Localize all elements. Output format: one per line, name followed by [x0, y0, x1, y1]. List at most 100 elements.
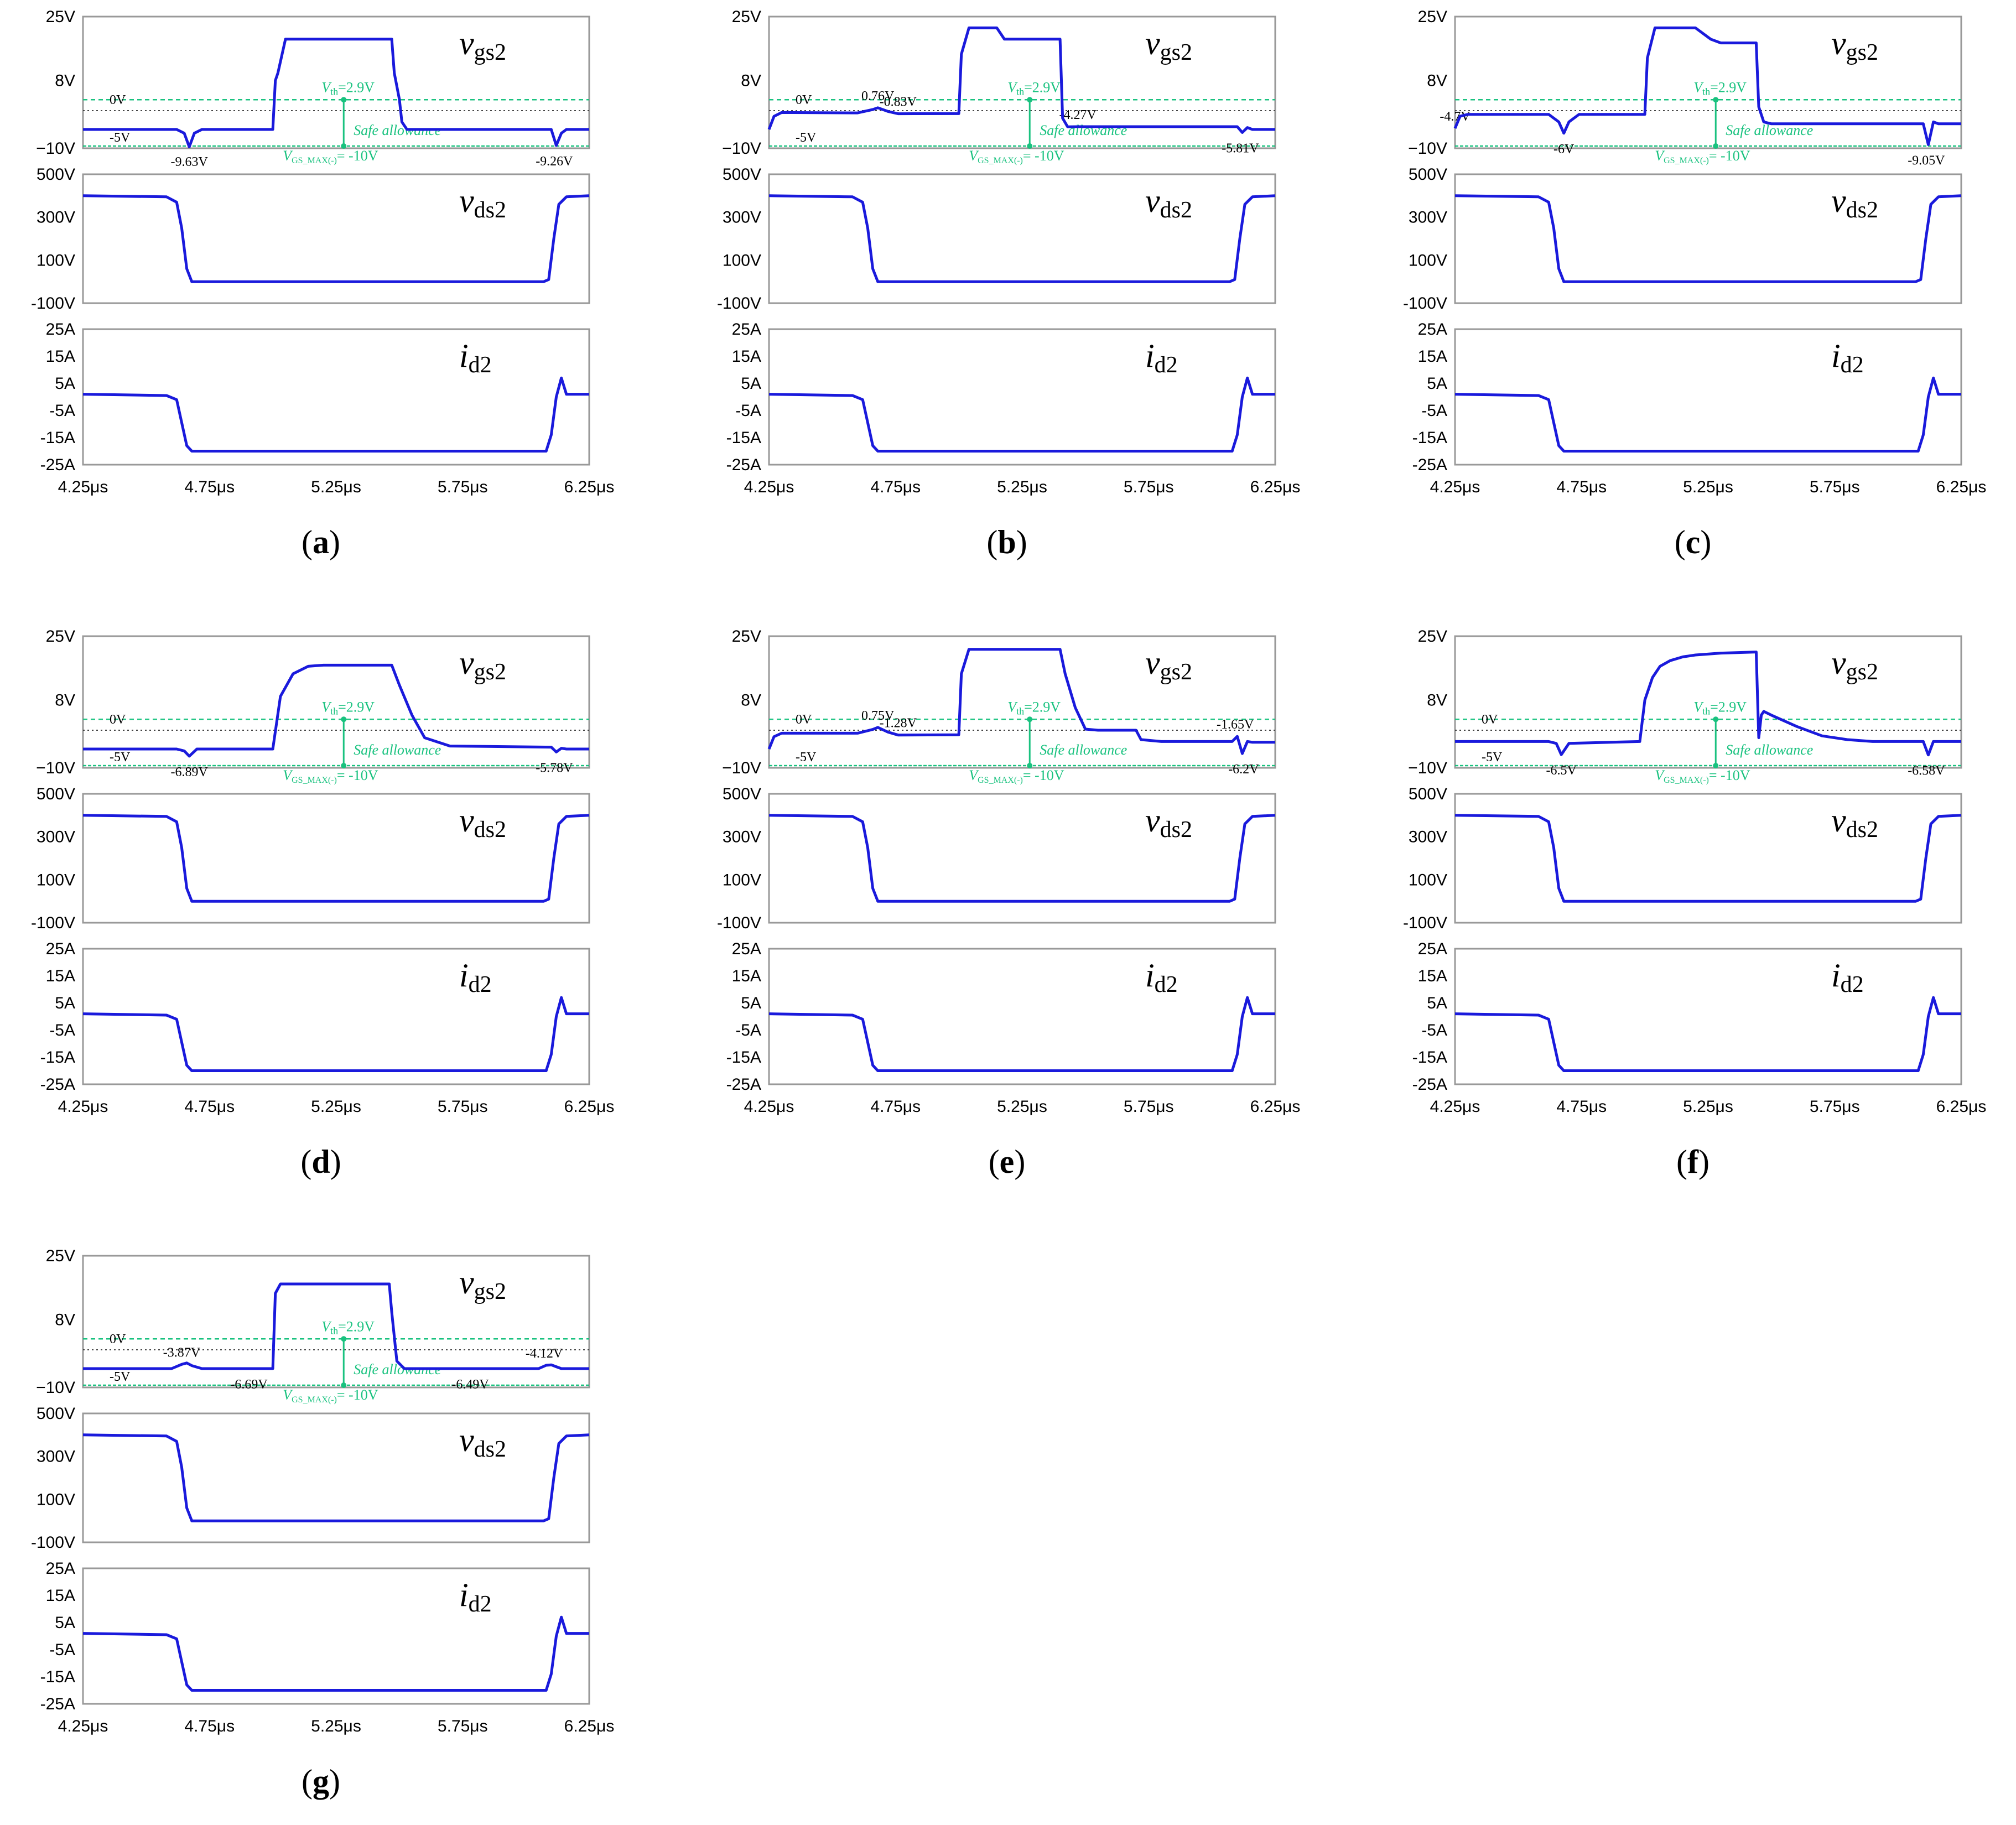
vds-subplot: 500V 300V 100V -100V vds2	[31, 785, 590, 932]
id-ytick-label: 25A	[732, 940, 761, 958]
vgs-callout-label: -3.87V	[163, 1345, 201, 1360]
vgs-callout-label: -6.2V	[1228, 762, 1259, 777]
vgs-plot-frame	[1454, 635, 1962, 769]
vgs-plot-frame	[82, 635, 590, 769]
id-subplot: 25A 15A 5A -5A -15A -25A id2	[40, 1559, 590, 1713]
id-plot-frame	[82, 1567, 590, 1705]
id-trace-line	[768, 996, 1275, 1072]
time-tick-label: 4.75μs	[870, 1098, 921, 1116]
time-tick-label: 5.75μs	[438, 1717, 488, 1735]
vgs-level-label: -5V	[1482, 750, 1503, 765]
time-tick-label: 5.75μs	[438, 478, 488, 496]
vds-ytick-label: 100V	[37, 251, 75, 269]
id-trace-label: id2	[1831, 957, 1864, 997]
safe-allowance-arrowhead	[341, 1336, 347, 1342]
vgs-trace-label: vgs2	[1831, 25, 1878, 65]
id-ytick-label: -25A	[40, 456, 75, 474]
time-tick-label: 4.75μs	[870, 478, 921, 496]
vgs-callout-label: -5.78V	[536, 761, 573, 775]
time-tick-label: 4.75μs	[1556, 1098, 1607, 1116]
panel-d: 25V 8V −10V vgs2 Vth=2.9V Safe allowance VGS_M…	[0, 620, 642, 1180]
panel-caption: (a)	[302, 524, 340, 560]
vgs-ytick-label: −10V	[1408, 759, 1447, 777]
id-ytick-label: 25A	[1418, 940, 1447, 958]
time-tick-label: 4.75μs	[184, 1717, 235, 1735]
panel-caption: (c)	[1674, 524, 1712, 560]
vgs-callout-label: -6.89V	[170, 765, 208, 779]
vds-trace-line	[1454, 194, 1962, 283]
vgs-level-label: -5V	[110, 1370, 131, 1384]
vgs-callout-label: -6.5V	[1546, 763, 1577, 778]
vds-ytick-label: 100V	[723, 251, 761, 269]
panel-caption-letter: e	[999, 1143, 1015, 1180]
vgs-ytick-label: −10V	[722, 139, 761, 158]
id-ytick-label: 15A	[1418, 347, 1447, 366]
vds-ytick-label: 100V	[37, 1490, 75, 1509]
vgs-level-label: -5V	[796, 750, 817, 765]
time-tick-label: 6.25μs	[564, 1098, 615, 1116]
time-tick-label: 6.25μs	[1250, 1098, 1301, 1116]
id-subplot: 25A 15A 5A -5A -15A -25A id2	[1412, 940, 1962, 1094]
vds-trace-label: vds2	[1145, 802, 1192, 843]
vgs-level-label: 0V	[110, 1332, 126, 1346]
id-ytick-label: 25A	[46, 320, 75, 339]
id-subplot: 25A 15A 5A -5A -15A -25A id2	[726, 940, 1276, 1094]
vds-plot-frame	[1454, 793, 1962, 924]
vgs-trace-line	[83, 38, 589, 148]
vgs-ytick-label: 8V	[741, 72, 761, 90]
id-trace-line	[768, 376, 1275, 453]
vds-subplot: 500V 300V 100V -100V vds2	[1403, 165, 1962, 313]
vds-ytick-label: -100V	[31, 914, 75, 932]
time-tick-label: 5.25μs	[997, 1098, 1047, 1116]
vgs-max-annotation: VGS_MAX(-)= -10V	[1655, 148, 1750, 165]
id-ytick-label: -5A	[735, 1021, 761, 1039]
id-ytick-label: -15A	[726, 1048, 761, 1067]
id-ytick-label: 5A	[1427, 375, 1447, 393]
vgs-max-annotation: VGS_MAX(-)= -10V	[283, 1387, 378, 1405]
panel-a: 25V 8V −10V vgs2 Vth=2.9V Safe allowance VGS_M…	[0, 0, 642, 560]
vgs-level-label: -5V	[796, 131, 817, 145]
vds-ytick-label: 500V	[37, 785, 75, 803]
vds-subplot: 500V 300V 100V -100V vds2	[31, 1405, 590, 1552]
time-tick-label: 6.25μs	[1936, 1098, 1987, 1116]
vds-ytick-label: -100V	[31, 1533, 75, 1552]
vds-trace-line	[82, 1433, 590, 1522]
time-tick-label: 4.75μs	[184, 1098, 235, 1116]
safe-allowance-label: Safe allowance	[1726, 742, 1813, 758]
time-tick-label: 6.25μs	[564, 478, 615, 496]
id-plot-frame	[768, 328, 1276, 466]
time-tick-label: 5.25μs	[1683, 1098, 1733, 1116]
id-plot-frame	[82, 328, 590, 466]
vgs-ytick-label: 25V	[46, 1247, 75, 1265]
vgs-trace-line	[83, 663, 589, 758]
vgs-callout-label: 0.75V	[861, 709, 895, 723]
id-trace-label: id2	[459, 1577, 492, 1617]
vds-trace-label: vds2	[459, 1422, 506, 1462]
time-tick-label: 5.25μs	[311, 1717, 361, 1735]
id-trace-line	[1454, 376, 1961, 453]
vds-ytick-label: 300V	[37, 828, 75, 846]
safe-allowance-arrowhead	[341, 97, 347, 103]
vds-ytick-label: 500V	[1409, 165, 1447, 184]
id-ytick-label: 5A	[1427, 994, 1447, 1012]
panel-caption: (g)	[302, 1763, 340, 1800]
time-tick-label: 6.25μs	[1250, 478, 1301, 496]
id-ytick-label: -15A	[40, 1668, 75, 1686]
panel-caption-letter: d	[311, 1143, 330, 1180]
vgs-ytick-label: −10V	[722, 759, 761, 777]
vgs-max-annotation: VGS_MAX(-)= -10V	[969, 767, 1064, 785]
vth-annotation: Vth=2.9V	[321, 699, 375, 716]
safe-allowance-arrowhead	[341, 143, 347, 149]
id-subplot: 25A 15A 5A -5A -15A -25A id2	[40, 320, 590, 474]
vgs-trace-label: vgs2	[1145, 25, 1192, 65]
safe-allowance-arrowhead	[341, 763, 347, 768]
id-ytick-label: -5A	[49, 1641, 75, 1659]
id-ytick-label: 5A	[741, 994, 761, 1012]
vgs-callout-label: -0.83V	[880, 95, 917, 110]
vgs-ytick-label: 25V	[732, 627, 761, 646]
